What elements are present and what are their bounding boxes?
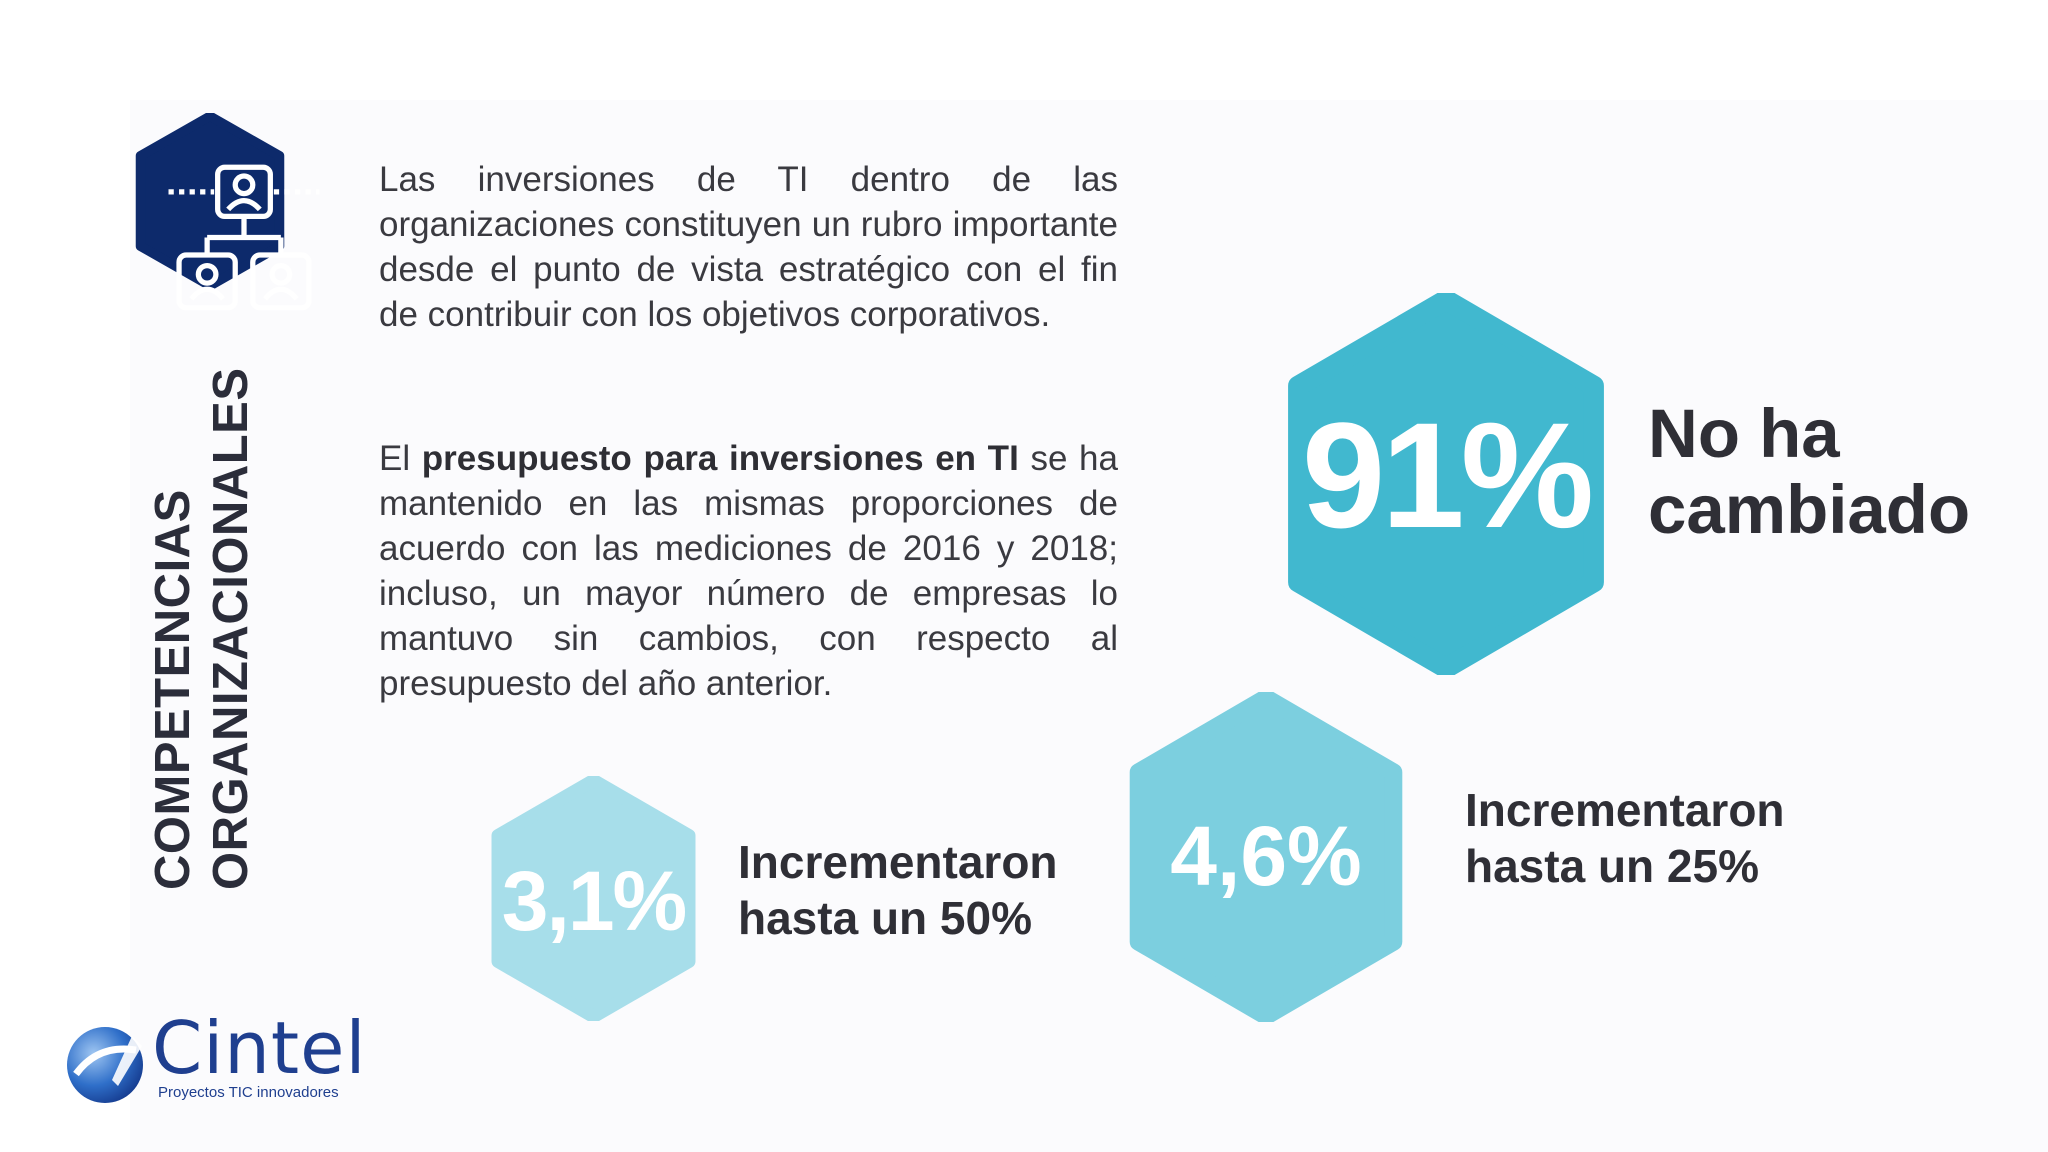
stat-label-up-to-50: Incrementaron hasta un 50% <box>738 834 1058 946</box>
stat-hexagon-no-change <box>1278 293 1614 675</box>
icon-hexagon <box>131 113 320 311</box>
budget-paragraph-emphasis: presupuesto para inversiones en TI <box>421 439 1019 478</box>
globe-logo-icon <box>67 1027 143 1103</box>
stat-label-up-to-50-line2: hasta un 50% <box>738 892 1032 944</box>
content-panel <box>130 100 2048 1152</box>
stat-label-no-change-line2: cambiado <box>1648 471 1971 548</box>
stat-label-up-to-50-line1: Incrementaron <box>738 836 1058 888</box>
stat-hexagon-up-to-50 <box>485 776 702 1021</box>
section-title-line1: COMPETENCIAS <box>146 489 200 890</box>
cintel-logo: Cintel Proyectos TIC innovadores <box>62 1008 382 1104</box>
logo-tagline: Proyectos TIC innovadores <box>158 1084 339 1101</box>
stat-label-up-to-25-line1: Incrementaron <box>1465 784 1785 836</box>
section-title-line2: ORGANIZACIONALES <box>204 367 258 891</box>
stat-hexagon-up-to-25 <box>1121 692 1411 1022</box>
budget-paragraph-suffix: se ha mantenido en las mismas proporcion… <box>379 439 1118 703</box>
organization-chart-icon <box>168 164 320 311</box>
stat-label-no-change-line1: No ha <box>1648 395 1840 472</box>
stat-value-up-to-25: 4,6% <box>1170 809 1362 903</box>
stat-label-up-to-25: Incrementaron hasta un 25% <box>1465 782 1785 894</box>
stat-label-no-change: No ha cambiado <box>1648 396 1970 548</box>
intro-paragraph: Las inversiones de TI dentro de las orga… <box>379 160 1118 334</box>
budget-paragraph: El presupuesto para inversiones en TI se… <box>379 436 1118 706</box>
stat-label-up-to-25-line2: hasta un 25% <box>1465 840 1759 892</box>
stat-value-up-to-50: 3,1% <box>501 854 687 948</box>
budget-paragraph-prefix: El <box>379 439 422 478</box>
logo-name: Cintel <box>152 1006 367 1090</box>
stat-value-no-change: 91% <box>1301 391 1594 559</box>
section-title: COMPETENCIAS ORGANIZACIONALES <box>144 368 260 891</box>
